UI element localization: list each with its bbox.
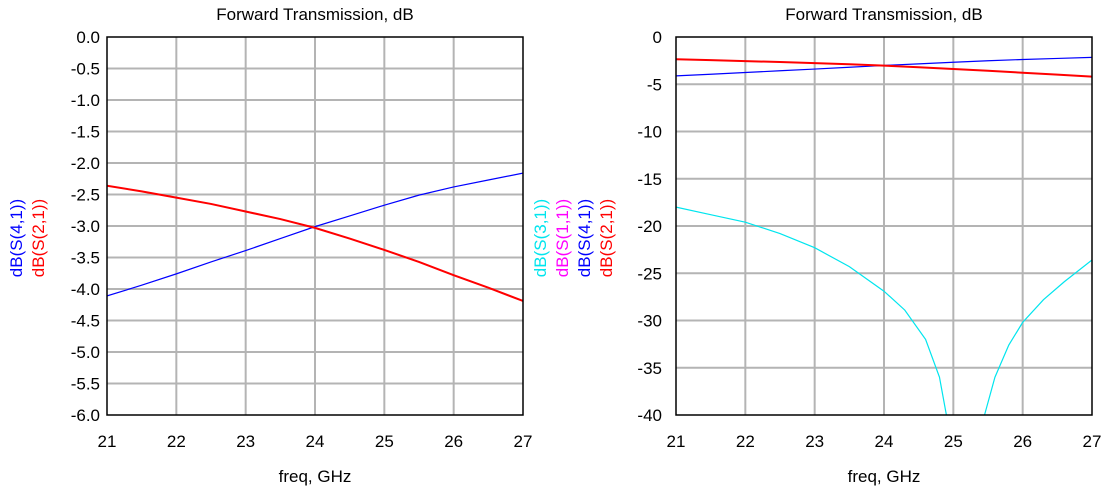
plot-frame (106, 36, 524, 416)
y-tick-label: -15 (637, 170, 662, 189)
legend-label: dB(S(3,1)) (531, 199, 550, 277)
y-tick-label: -1.0 (71, 91, 100, 110)
y-tick-label: -2.0 (71, 154, 100, 173)
x-tick-label: 25 (944, 432, 963, 451)
y-tick-label: -0.5 (71, 60, 100, 79)
x-tick-label: 22 (167, 432, 186, 451)
chart-left: Forward Transmission, dB 21 22 23 24 25 26 27 0.… (7, 5, 532, 486)
y-tick-label: -10 (637, 123, 662, 142)
x-tick-label: 27 (514, 432, 533, 451)
y-tick-label: -30 (637, 312, 662, 331)
y-tick-label: -4.5 (71, 312, 100, 331)
y-tick-label: -4.0 (71, 280, 100, 299)
series-line-db-s-2-1 (676, 58, 1092, 78)
y-tick-label: 0 (653, 28, 662, 47)
y-tick-label: -1.5 (71, 123, 100, 142)
y-tick-label: -3.0 (71, 217, 100, 236)
y-tick-label: -35 (637, 359, 662, 378)
series-line-db-s-2-1 (107, 184, 523, 302)
x-tick-label: 24 (306, 432, 325, 451)
legend-label: dB(S(4,1)) (575, 199, 594, 277)
y-tick-label: -5 (647, 75, 662, 94)
x-tick-label: 24 (875, 432, 894, 451)
y-tick-label: -5.0 (71, 343, 100, 362)
x-tick-label: 21 (667, 432, 686, 451)
x-tick-label: 21 (98, 432, 117, 451)
x-tick-label: 25 (375, 432, 394, 451)
x-tick-label: 23 (236, 432, 255, 451)
y-tick-label: -25 (637, 264, 662, 283)
legend-label: dB(S(4,1)) (7, 199, 26, 277)
x-axis-label: freq, GHz (279, 467, 352, 486)
x-tick-label: 26 (444, 432, 463, 451)
series-line-db-s-3-1 (676, 206, 1092, 415)
y-tick-label: -20 (637, 217, 662, 236)
chart-right: Forward Transmission, dB 21 22 23 24 25 26 27 0 -… (531, 5, 1101, 486)
chart-title: Forward Transmission, dB (785, 5, 982, 24)
y-tick-label: -40 (637, 406, 662, 425)
x-tick-label: 22 (736, 432, 755, 451)
x-tick-label: 26 (1013, 432, 1032, 451)
x-axis-label: freq, GHz (848, 467, 921, 486)
legend-label: dB(S(2,1)) (597, 199, 616, 277)
y-tick-label: -3.5 (71, 249, 100, 268)
y-tick-label: -6.0 (71, 406, 100, 425)
legend-label: dB(S(1,1)) (553, 199, 572, 277)
chart-title: Forward Transmission, dB (216, 5, 413, 24)
y-tick-label: -2.5 (71, 186, 100, 205)
x-tick-label: 23 (805, 432, 824, 451)
series-line-db-s-4-1 (107, 172, 523, 297)
plot-frame (675, 36, 1093, 416)
y-tick-label: -5.5 (71, 375, 100, 394)
x-tick-label: 27 (1083, 432, 1102, 451)
y-tick-label: 0.0 (76, 28, 100, 47)
legend-label: dB(S(2,1)) (29, 199, 48, 277)
